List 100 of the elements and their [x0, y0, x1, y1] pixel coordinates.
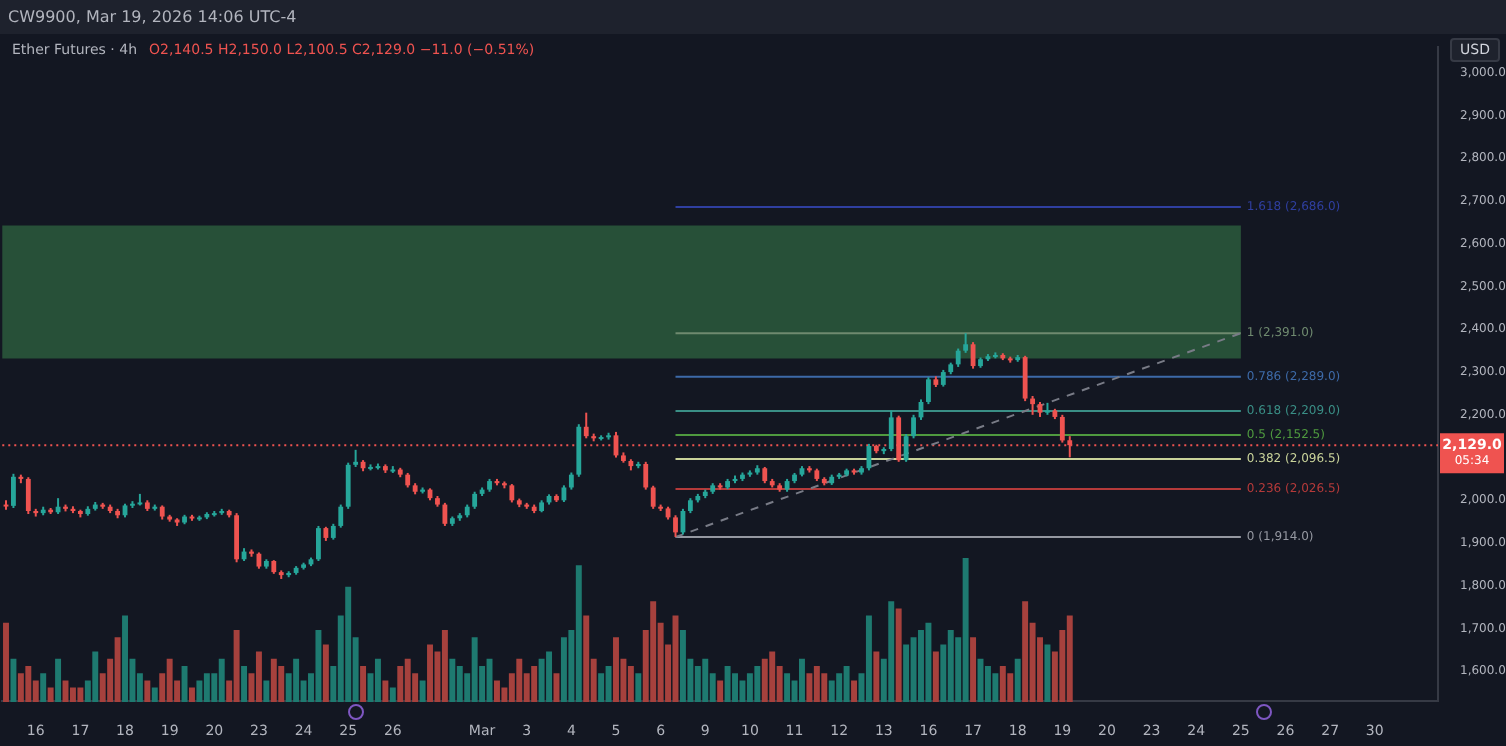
bar [360, 665, 367, 702]
bar [761, 657, 768, 702]
candlestick [442, 501, 448, 527]
bar [843, 665, 850, 702]
candlestick [509, 483, 515, 504]
bar [471, 636, 478, 702]
candlestick [963, 332, 969, 354]
text: CW9900, Mar 19, 2026 14:06 UTC-4 [0, 0, 1506, 34]
bar [1007, 672, 1014, 702]
candlestick [1030, 395, 1035, 416]
candlestick [345, 461, 351, 510]
bar [925, 621, 932, 702]
candlestick [25, 476, 31, 515]
bar [694, 665, 701, 702]
bar [784, 672, 791, 702]
bar [1014, 657, 1021, 702]
bar [575, 564, 582, 702]
bar [122, 614, 128, 702]
bar [25, 665, 32, 702]
bar [888, 600, 895, 702]
bar [970, 636, 977, 702]
candlestick [583, 411, 589, 440]
bar [3, 621, 9, 702]
bar [255, 650, 262, 702]
bar [821, 672, 828, 702]
bar [10, 657, 17, 702]
bar [560, 636, 567, 702]
bar [650, 600, 657, 702]
bar [77, 686, 84, 702]
candlestick [316, 524, 321, 562]
candlestick [234, 512, 240, 564]
candlestick [643, 460, 649, 491]
bar [389, 686, 396, 702]
bar [873, 650, 880, 702]
bar [270, 657, 277, 702]
bar [516, 657, 523, 702]
bar [1066, 614, 1073, 702]
bar [486, 657, 493, 702]
bar [984, 665, 991, 702]
bar [828, 679, 835, 702]
bar [702, 657, 709, 702]
bar [598, 672, 605, 702]
bar [851, 679, 858, 702]
bar [345, 585, 352, 702]
bar [40, 672, 47, 702]
bar [895, 607, 902, 702]
bar [932, 650, 939, 702]
bar [546, 650, 553, 702]
bar [962, 557, 969, 702]
bar [605, 665, 612, 702]
candlestick [911, 413, 916, 440]
candlestick [903, 433, 909, 463]
bar [456, 665, 463, 702]
candlestick [673, 514, 678, 539]
bar [166, 657, 173, 702]
bar [754, 665, 761, 702]
bar [679, 629, 686, 702]
bar [746, 672, 753, 702]
bar [613, 636, 619, 702]
bar [47, 686, 54, 702]
bar [732, 672, 738, 702]
bar [1022, 600, 1029, 702]
bar [427, 643, 433, 702]
bar [322, 643, 329, 702]
bar [419, 679, 426, 702]
bar [538, 657, 545, 702]
bar [404, 657, 411, 702]
candlestick [1059, 413, 1065, 444]
bar [17, 672, 24, 702]
bar [947, 629, 954, 702]
bar [865, 614, 872, 702]
bar [449, 657, 456, 702]
bar [806, 672, 813, 702]
bar [531, 665, 538, 702]
bar [635, 672, 642, 702]
candlestick [1022, 354, 1028, 403]
bar [181, 665, 188, 702]
bar [55, 657, 62, 702]
bar [724, 665, 731, 702]
bar [1044, 643, 1051, 702]
bar [151, 686, 158, 702]
bar [293, 657, 300, 702]
bar [233, 629, 240, 702]
bar [627, 665, 634, 702]
bar [494, 679, 500, 702]
bar [717, 679, 724, 702]
bar [999, 665, 1006, 702]
bar [218, 657, 225, 702]
bar [241, 665, 248, 702]
candlestick [926, 376, 931, 406]
bar [189, 686, 195, 702]
bar [992, 672, 999, 702]
bar [583, 614, 590, 702]
candlestick [338, 503, 344, 529]
bar [315, 629, 322, 702]
bar [278, 665, 285, 702]
bar [918, 629, 924, 702]
bar [144, 679, 151, 702]
bar [836, 672, 843, 702]
candlestick [576, 423, 582, 478]
